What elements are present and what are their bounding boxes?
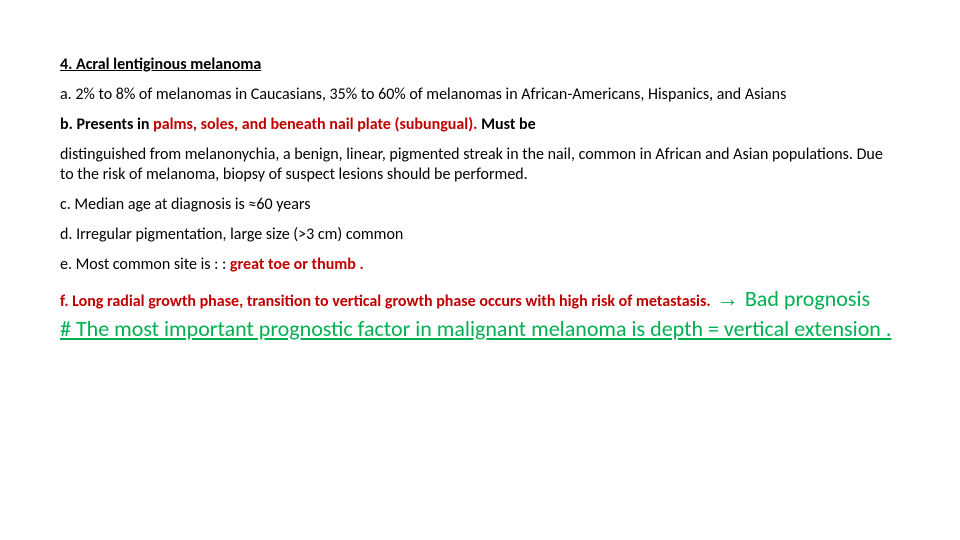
prognostic-note: # The most important prognostic factor i… (60, 315, 900, 343)
point-e-pre: e. Most common site is : : (60, 255, 230, 274)
point-f-red: f. Long radial growth phase, transition … (60, 292, 711, 311)
note-text: The most important prognostic factor in … (76, 315, 891, 342)
point-b-line2: distinguished from melanonychia, a benig… (60, 145, 900, 185)
point-d: d. Irregular pigmentation, large size (>… (60, 225, 900, 245)
point-b-line1: b. Presents in palms, soles, and beneath… (60, 115, 900, 135)
point-b-pre: b. Presents in (60, 115, 153, 134)
point-b-red: palms, soles, and beneath nail plate (su… (153, 115, 481, 134)
slide: 4. Acral lentiginous melanoma a. 2% to 8… (0, 0, 960, 540)
point-f-green: Bad prognosis (745, 285, 870, 312)
point-c: c. Median age at diagnosis is ≈60 years (60, 195, 900, 215)
note-hash: # (60, 315, 76, 342)
point-a: a. 2% to 8% of melanomas in Caucasians, … (60, 85, 900, 105)
point-e-red: great toe or thumb . (230, 255, 364, 274)
arrow-icon: → (711, 286, 745, 311)
point-f: f. Long radial growth phase, transition … (60, 285, 900, 313)
heading-title: 4. Acral lentiginous melanoma (60, 55, 900, 75)
point-b-post: Must be (481, 115, 536, 134)
point-e: e. Most common site is : : great toe or … (60, 255, 900, 275)
